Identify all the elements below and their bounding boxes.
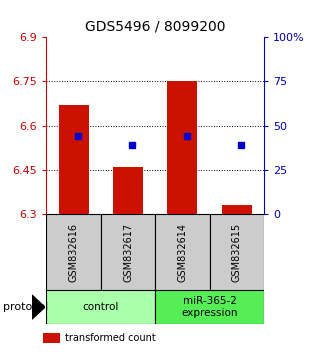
Polygon shape (32, 295, 45, 319)
Title: GDS5496 / 8099200: GDS5496 / 8099200 (85, 19, 226, 33)
Bar (46, 214, 101, 290)
Bar (43, 333, 60, 343)
Bar (59, 105, 89, 214)
Text: transformed count: transformed count (65, 333, 156, 343)
Bar (155, 214, 210, 290)
Text: GSM832614: GSM832614 (177, 223, 188, 282)
Bar (46, 290, 155, 324)
Bar (113, 167, 143, 214)
Bar (210, 214, 264, 290)
Text: protocol: protocol (3, 302, 48, 312)
Text: miR-365-2
expression: miR-365-2 expression (181, 296, 238, 318)
Bar (167, 81, 197, 214)
Bar (101, 214, 155, 290)
Bar (155, 290, 264, 324)
Bar (222, 205, 252, 214)
Text: control: control (83, 302, 119, 312)
Text: GSM832617: GSM832617 (123, 223, 133, 282)
Text: GSM832615: GSM832615 (232, 223, 242, 282)
Text: GSM832616: GSM832616 (68, 223, 79, 282)
